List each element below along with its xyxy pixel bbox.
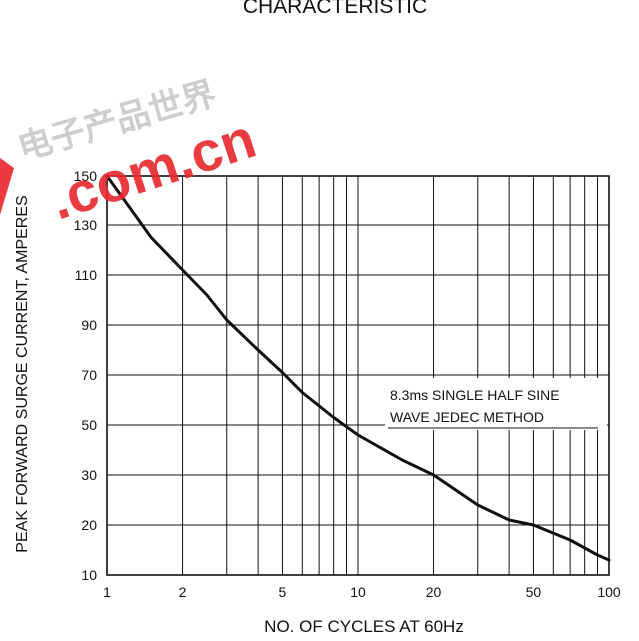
watermark: 电子产品世界 .com.cn (0, 75, 263, 231)
annotation: 8.3ms SINGLE HALF SINE WAVE JEDEC METHOD (385, 378, 607, 430)
y-tick-label: 20 (81, 517, 97, 533)
x-tick-label: 5 (279, 584, 287, 600)
y-tick-label: 150 (74, 168, 98, 184)
y-tick-label: 70 (81, 367, 97, 383)
y-tick-label: 10 (81, 567, 97, 583)
watermark-logo-shape (0, 158, 14, 215)
y-tick-label: 110 (75, 267, 98, 283)
y-tick-label: 130 (74, 217, 98, 233)
annotation-line-2: WAVE JEDEC METHOD (390, 409, 544, 425)
x-tick-label: 1 (103, 584, 111, 600)
x-axis-label: NO. OF CYCLES AT 60Hz (264, 617, 464, 636)
x-tick-label: 100 (597, 584, 621, 600)
y-axis-label: PEAK FORWARD SURGE CURRENT, AMPERES (14, 195, 31, 552)
y-tick-label: 50 (81, 417, 97, 433)
x-tick-label: 2 (179, 584, 187, 600)
grid-lines (107, 176, 609, 575)
annotation-box (385, 378, 607, 430)
x-tick-labels: 1 2 5 10 20 50 100 (103, 584, 621, 600)
x-tick-label: 50 (526, 584, 542, 600)
y-tick-label: 30 (81, 467, 97, 483)
series-line-0 (105, 174, 611, 562)
annotation-line-1: 8.3ms SINGLE HALF SINE (390, 387, 560, 403)
y-tick-label: 90 (81, 317, 97, 333)
x-tick-label: 10 (350, 584, 366, 600)
x-tick-label: 20 (426, 584, 442, 600)
y-tick-labels: 10 20 30 50 70 90 110 130 150 (74, 168, 98, 583)
chart-title: CHARACTERISTIC (243, 0, 427, 18)
